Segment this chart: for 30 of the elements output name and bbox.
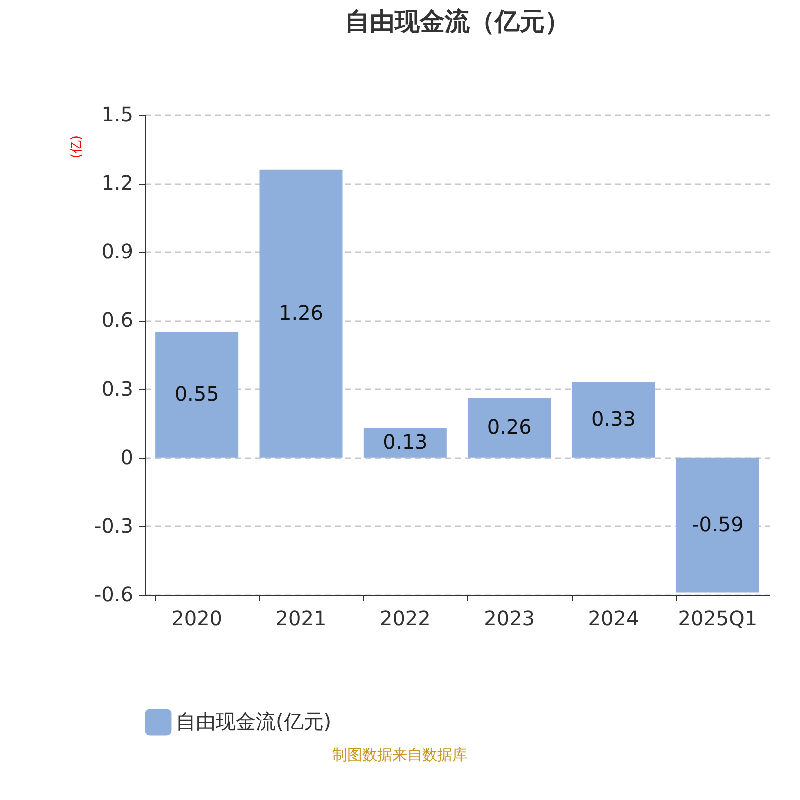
data-label: 0.55 (174, 382, 220, 406)
x-tick-label: 2021 (276, 606, 327, 630)
bar (676, 458, 760, 593)
bar (468, 398, 552, 458)
data-label: 0.33 (591, 407, 636, 432)
data-label: 0.26 (487, 415, 532, 440)
text: 制图数据来自数据库 (332, 746, 468, 765)
y-axis-title: (亿) (70, 136, 84, 159)
y-tick-label: -0.3 (94, 514, 134, 538)
x-tick-label: 2024 (588, 606, 640, 630)
y-tick-label: 1.2 (102, 171, 134, 196)
data-label: -0.59 (692, 512, 744, 536)
x-tick-label: 2022 (380, 606, 431, 630)
y-tick-label: 0.6 (102, 308, 134, 332)
x-tick-label: 2020 (172, 606, 223, 630)
bar (156, 332, 239, 458)
x-tick-label: 2025Q1 (678, 606, 758, 630)
y-tick-label: 0 (120, 445, 134, 470)
data-label: 0.13 (383, 430, 428, 454)
bar (572, 382, 656, 458)
chart-title: 自由现金流（亿元） (345, 7, 570, 36)
y-tick-label: -0.6 (94, 582, 134, 606)
legend-label: 自由现金流(亿元) (176, 710, 332, 734)
bar (260, 170, 343, 458)
y-tick-label: 1.5 (102, 102, 134, 126)
data-label: 1.26 (278, 300, 324, 325)
y-tick-label: 0.3 (102, 376, 134, 401)
y-tick-label: 0.9 (102, 240, 134, 264)
x-tick-label: 2023 (484, 606, 536, 630)
bar (364, 428, 447, 458)
